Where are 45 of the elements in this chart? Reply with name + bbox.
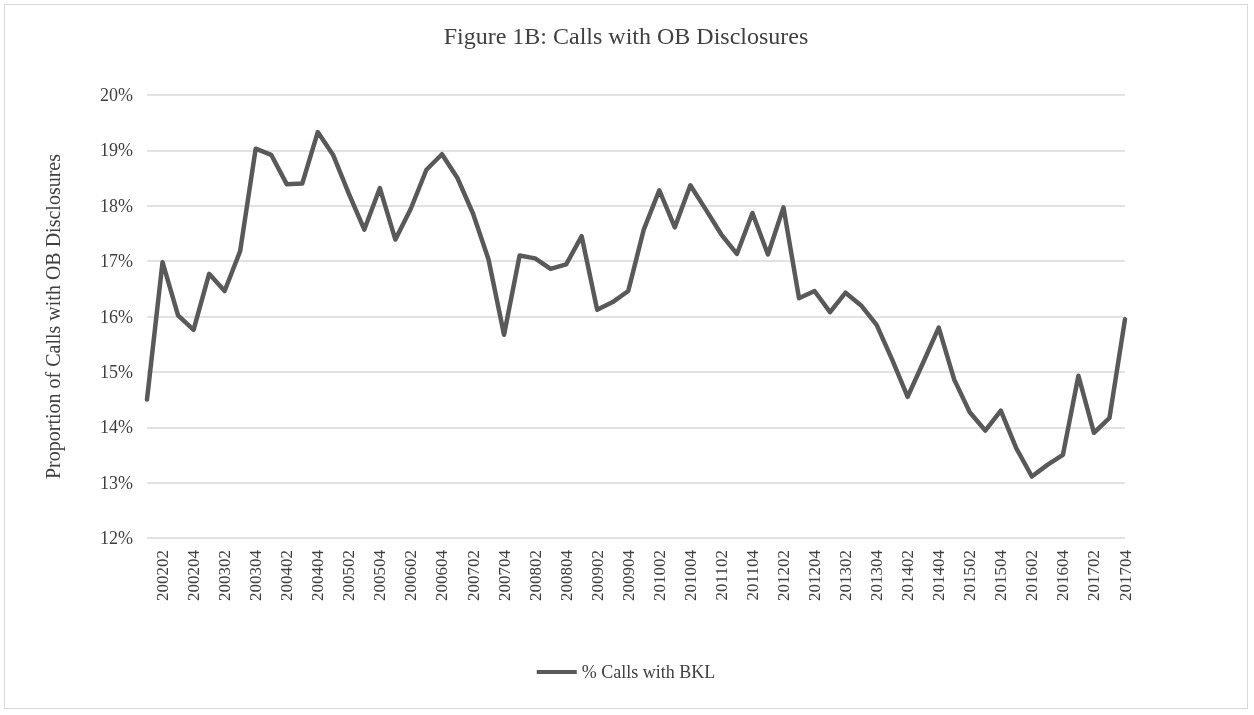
x-tick-label: 200504 <box>370 549 390 601</box>
x-tick-label: 201604 <box>1053 549 1073 601</box>
x-tick-label: 201602 <box>1022 550 1042 601</box>
x-tick-label: 201404 <box>929 549 949 601</box>
x-tick-label: 200804 <box>556 549 576 601</box>
x-tick-label: 200202 <box>153 550 173 601</box>
y-tick-label: 18% <box>100 195 133 216</box>
x-tick-label: 201104 <box>742 549 762 601</box>
x-tick-label: 200204 <box>184 549 204 601</box>
x-tick-label: 200304 <box>246 549 266 601</box>
x-tick-label: 201004 <box>680 549 700 601</box>
y-tick-label: 13% <box>100 472 133 493</box>
x-tick-label: 200402 <box>277 550 297 601</box>
x-tick-label: 201302 <box>836 550 856 601</box>
x-tick-label: 201202 <box>773 550 793 601</box>
y-tick-label: 12% <box>100 528 133 548</box>
chart-title: Figure 1B: Calls with OB Disclosures <box>443 23 809 49</box>
y-tick-label: 19% <box>100 140 133 161</box>
line-series <box>144 129 1128 479</box>
x-tick-label: 200902 <box>587 550 607 601</box>
legend-label: % Calls with BKL <box>581 662 716 682</box>
x-tick-label: 200502 <box>339 550 359 601</box>
y-tick-label: 15% <box>100 361 133 382</box>
x-tick-label: 200904 <box>618 549 638 601</box>
x-tick-label: 200704 <box>494 549 514 601</box>
y-tick-label: 17% <box>100 251 133 272</box>
x-tick-label: 201702 <box>1084 550 1104 601</box>
x-tick-label: 200602 <box>401 550 421 601</box>
x-tick-label: 201204 <box>805 549 825 601</box>
x-tick-label: 201704 <box>1115 549 1135 601</box>
x-tick-label: 201102 <box>711 550 731 601</box>
y-axis-title: Proportion of Calls with OB Disclosures <box>42 153 65 479</box>
y-tick-label: 14% <box>100 417 133 438</box>
y-tick-label: 20% <box>100 85 133 105</box>
y-tick-label: 16% <box>100 306 133 327</box>
x-tick-label: 201002 <box>649 550 669 601</box>
x-tick-label: 201304 <box>867 549 887 601</box>
x-tick-label: 201402 <box>898 550 918 601</box>
x-tick-label: 201504 <box>991 549 1011 601</box>
x-tick-label: 200302 <box>215 550 235 601</box>
x-tick-label: 201502 <box>960 550 980 601</box>
x-tick-label: 200702 <box>463 550 483 601</box>
x-tick-label: 200802 <box>525 550 545 601</box>
x-tick-label: 200604 <box>432 549 452 601</box>
x-tick-label: 200404 <box>308 549 328 601</box>
